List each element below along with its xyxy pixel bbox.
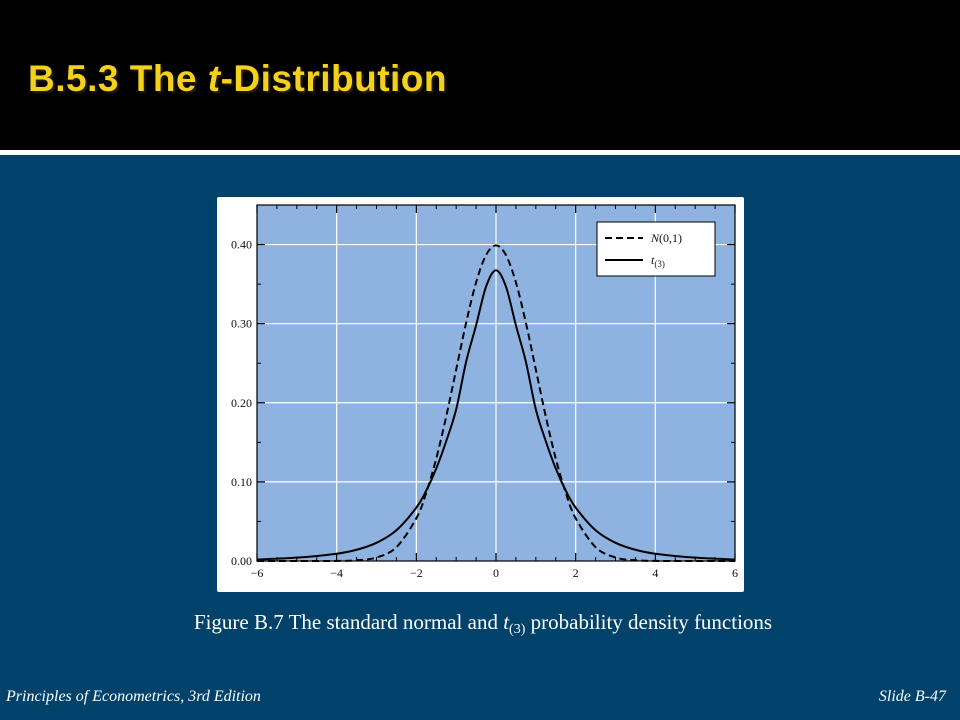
caption-suffix: probability density functions xyxy=(525,610,773,634)
footer-book-title: Principles of Econometrics, 3rd Edition xyxy=(6,688,261,705)
slide-title: B.5.3 The t-Distribution xyxy=(28,58,447,100)
y-tick-label: 0.10 xyxy=(231,475,252,489)
x-tick-label: 2 xyxy=(573,566,579,580)
y-tick-label: 0.40 xyxy=(231,238,252,252)
y-tick-label: 0.00 xyxy=(231,554,252,568)
header-divider xyxy=(0,150,960,155)
slide-header: B.5.3 The t-Distribution xyxy=(0,0,960,150)
x-tick-label: 0 xyxy=(493,566,499,580)
x-tick-label: 6 xyxy=(732,566,738,580)
x-tick-label: −6 xyxy=(251,566,264,580)
title-prefix: B.5.3 The xyxy=(28,58,208,99)
figure-caption: Figure B.7 The standard normal and t(3) … xyxy=(0,610,960,638)
caption-prefix: Figure B.7 The standard normal and xyxy=(193,610,504,634)
x-tick-label: 4 xyxy=(652,566,658,580)
legend-label-1: t(3) xyxy=(651,253,665,269)
title-suffix: -Distribution xyxy=(220,58,448,99)
y-tick-label: 0.20 xyxy=(231,396,252,410)
footer-slide-number: Slide B-47 xyxy=(878,688,946,705)
series-line-1 xyxy=(256,269,736,561)
y-tick-label: 0.30 xyxy=(231,317,252,331)
x-tick-label: −2 xyxy=(410,566,423,580)
caption-t: t xyxy=(503,610,510,634)
figure-panel: −6 −4 −2 0 2 4 6 0.00 0.10 0.20 0.30 0.40 N(0,1) t(3) xyxy=(217,197,744,592)
caption-subscript: (3) xyxy=(509,622,526,637)
x-tick-label: −4 xyxy=(330,566,343,580)
title-italic: t xyxy=(207,58,221,99)
series-line-0 xyxy=(256,244,736,563)
legend-box xyxy=(596,221,716,277)
legend-label-0: N(0,1) xyxy=(650,231,682,245)
density-chart: −6 −4 −2 0 2 4 6 0.00 0.10 0.20 0.30 0.40 N(0,1) t(3) xyxy=(231,204,738,580)
